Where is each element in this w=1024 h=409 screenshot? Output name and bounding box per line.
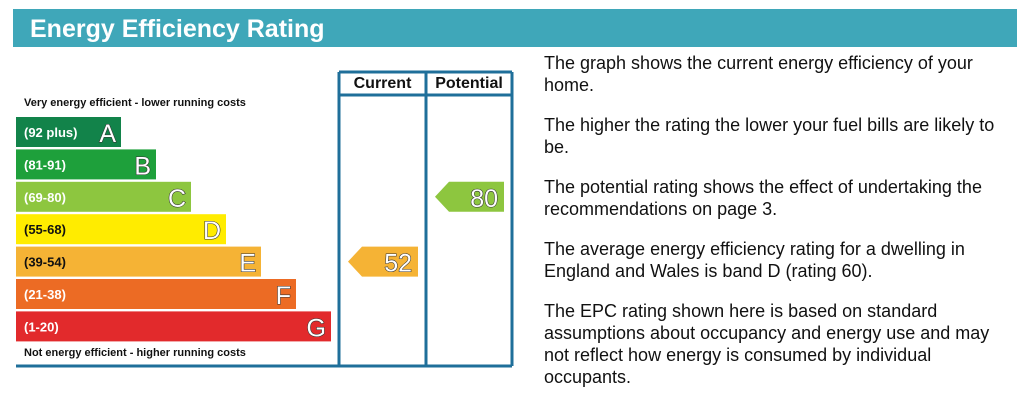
description-panel: The graph shows the current energy effic… (544, 52, 1016, 406)
band-letter-f: F (276, 282, 291, 310)
band-range-d: (55-68) (24, 222, 66, 237)
description-paragraph: The graph shows the current energy effic… (544, 53, 973, 95)
page-title: Energy Efficiency Rating (30, 15, 325, 43)
potential-arrow (435, 181, 504, 212)
current-arrow (348, 246, 418, 277)
top-label: Very energy efficient - lower running co… (24, 97, 246, 109)
band-bar-f (16, 279, 296, 309)
band-letter-d: D (203, 217, 221, 245)
band-bar-e (16, 246, 261, 277)
band-range-b: (81-91) (24, 157, 66, 172)
column-header-current: Current (354, 75, 412, 92)
band-letter-a: A (99, 120, 116, 148)
band-letter-e: E (239, 250, 256, 278)
current-rating-value: 52 (384, 250, 412, 278)
potential-rating-value: 80 (470, 185, 498, 213)
description-paragraph: The EPC rating shown here is based on st… (544, 301, 990, 387)
band-range-e: (39-54) (24, 255, 66, 270)
band-bar-d (16, 214, 226, 245)
column-header-potential: Potential (435, 75, 503, 92)
band-range-a: (92 plus) (24, 125, 77, 140)
band-range-g: (1-20) (24, 319, 59, 334)
band-bar-a (16, 117, 121, 147)
description-paragraph: The potential rating shows the effect of… (544, 177, 982, 219)
band-range-c: (69-80) (24, 190, 66, 205)
description-paragraph: The average energy efficiency rating for… (544, 239, 965, 281)
band-bar-g (16, 311, 331, 342)
band-bar-c (16, 181, 191, 212)
band-bar-b (16, 149, 156, 180)
band-letter-c: C (168, 185, 186, 213)
band-letter-b: B (134, 152, 151, 180)
epc-chart: Current Potential Very energy efficient - … (16, 70, 514, 368)
epc-chart-svg: Current Potential Very energy efficient - … (16, 70, 514, 368)
description-paragraph: The higher the rating the lower your fue… (544, 115, 995, 157)
header-bar: Energy Efficiency Rating (13, 9, 1017, 47)
band-letter-g: G (307, 314, 326, 342)
bottom-label: Not energy efficient - higher running co… (24, 347, 246, 359)
band-range-f: (21-38) (24, 287, 66, 302)
